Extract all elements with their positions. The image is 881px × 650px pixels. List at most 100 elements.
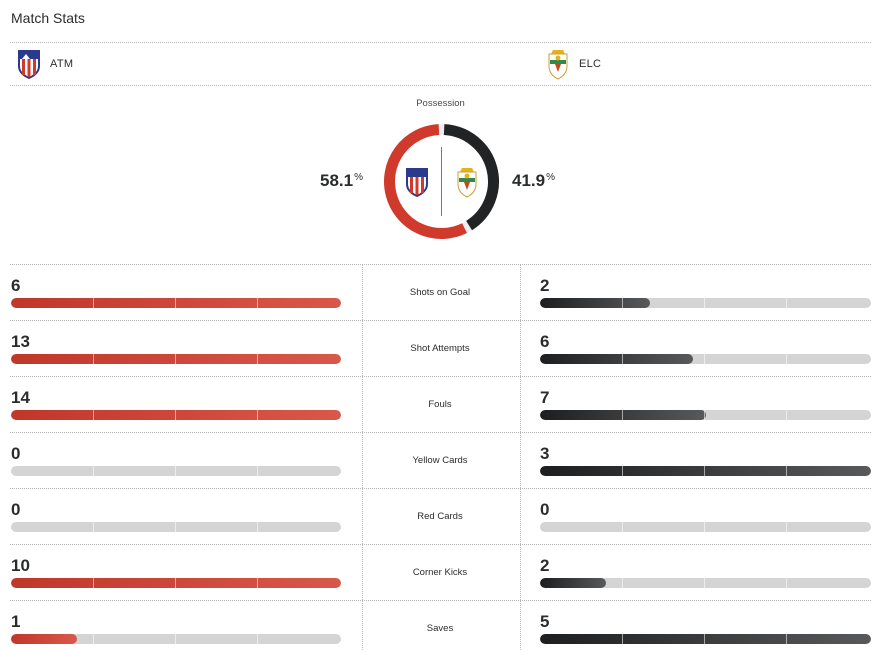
stat-label: Corner Kicks	[412, 567, 468, 578]
away-stat-bar-fill	[540, 634, 871, 644]
bar-segment	[622, 410, 623, 420]
away-stat-value: 3	[540, 444, 550, 463]
away-stat-bar	[540, 522, 871, 532]
away-team[interactable]: ELC	[545, 48, 601, 80]
bar-segment	[704, 354, 705, 364]
bar-segment	[175, 298, 176, 308]
away-stat-value: 6	[540, 332, 550, 351]
home-stat-bar	[11, 298, 341, 308]
home-stat-value: 0	[11, 444, 21, 463]
bar-segment	[786, 354, 787, 364]
home-stat-bar	[11, 634, 341, 644]
bar-segment	[93, 466, 94, 476]
stat-row: 10 Corner Kicks 2	[10, 544, 871, 600]
away-possession-arc	[443, 124, 499, 231]
bar-segment	[93, 634, 94, 644]
away-possession-value: 41.9%	[512, 171, 555, 190]
bar-segment	[622, 298, 623, 308]
bar-segment	[786, 410, 787, 420]
home-stat-bar-fill	[11, 298, 341, 308]
bar-segment	[175, 410, 176, 420]
bar-segment	[93, 354, 94, 364]
away-stat-bar	[540, 298, 871, 308]
divider	[10, 42, 871, 43]
stat-row: 6 Shots on Goal 2	[10, 264, 871, 320]
home-team-abbr: ATM	[50, 58, 74, 70]
away-stat-value: 2	[540, 276, 550, 295]
away-stat-bar	[540, 410, 871, 420]
away-stat-bar-fill	[540, 354, 693, 364]
away-stat-bar-fill	[540, 466, 871, 476]
stat-row: 1 Saves 5	[10, 600, 871, 650]
elche-crest-icon	[548, 50, 568, 80]
bar-segment	[175, 354, 176, 364]
bar-segment	[93, 522, 94, 532]
bar-segment	[175, 466, 176, 476]
home-stat-bar-fill	[11, 410, 341, 420]
bar-segment	[257, 466, 258, 476]
home-stat-bar-fill	[11, 354, 341, 364]
bar-segment	[622, 354, 623, 364]
bar-segment	[622, 522, 623, 532]
away-stat-value: 2	[540, 556, 550, 575]
home-stat-value: 10	[11, 556, 30, 575]
away-stat-bar	[540, 466, 871, 476]
atletico-madrid-crest-icon	[406, 168, 428, 197]
bar-segment	[93, 578, 94, 588]
bar-segment	[622, 466, 623, 476]
bar-segment	[257, 578, 258, 588]
bar-segment	[786, 298, 787, 308]
bar-segment	[786, 466, 787, 476]
bar-segment	[257, 522, 258, 532]
bar-segment	[175, 578, 176, 588]
bar-segment	[257, 634, 258, 644]
home-stat-bar	[11, 410, 341, 420]
bar-segment	[175, 634, 176, 644]
stat-row: 0 Yellow Cards 3	[10, 432, 871, 488]
home-possession-value: 58.1%	[320, 171, 363, 190]
stat-label: Yellow Cards	[412, 455, 468, 466]
away-stat-value: 5	[540, 612, 550, 631]
column-divider	[520, 264, 521, 650]
home-stat-bar	[11, 466, 341, 476]
home-stat-bar-fill	[11, 634, 77, 644]
away-stat-value: 0	[540, 500, 550, 519]
stat-label: Red Cards	[417, 511, 463, 522]
stat-label: Shots on Goal	[409, 287, 471, 298]
section-title: Match Stats	[11, 10, 85, 26]
stat-row: 0 Red Cards 0	[10, 488, 871, 544]
home-stat-value: 0	[11, 500, 21, 519]
away-stat-bar-fill	[540, 298, 651, 308]
away-stat-value: 7	[540, 388, 550, 407]
bar-segment	[257, 410, 258, 420]
bar-segment	[622, 634, 623, 644]
home-stat-value: 1	[11, 612, 21, 631]
away-stat-bar	[540, 634, 871, 644]
bar-segment	[257, 354, 258, 364]
home-stat-bar	[11, 578, 341, 588]
bar-segment	[786, 634, 787, 644]
home-team[interactable]: ATM	[16, 48, 73, 80]
home-stat-value: 13	[11, 332, 30, 351]
stat-label: Saves	[426, 623, 454, 634]
away-team-abbr: ELC	[579, 58, 602, 70]
home-stat-bar	[11, 522, 341, 532]
stat-row: 13 Shot Attempts 6	[10, 320, 871, 376]
bar-segment	[704, 522, 705, 532]
bar-segment	[93, 298, 94, 308]
possession-label: Possession	[416, 98, 465, 109]
home-stat-value: 14	[11, 388, 30, 407]
away-stat-bar	[540, 354, 871, 364]
bar-segment	[786, 522, 787, 532]
bar-segment	[622, 578, 623, 588]
home-stat-bar-fill	[11, 578, 341, 588]
atletico-madrid-crest-icon	[18, 50, 40, 79]
bar-segment	[786, 578, 787, 588]
home-possession-arc	[384, 124, 467, 239]
column-divider	[362, 264, 363, 650]
away-stat-bar	[540, 578, 871, 588]
home-stat-bar	[11, 354, 341, 364]
bar-segment	[704, 410, 705, 420]
bar-segment	[257, 298, 258, 308]
bar-segment	[704, 578, 705, 588]
